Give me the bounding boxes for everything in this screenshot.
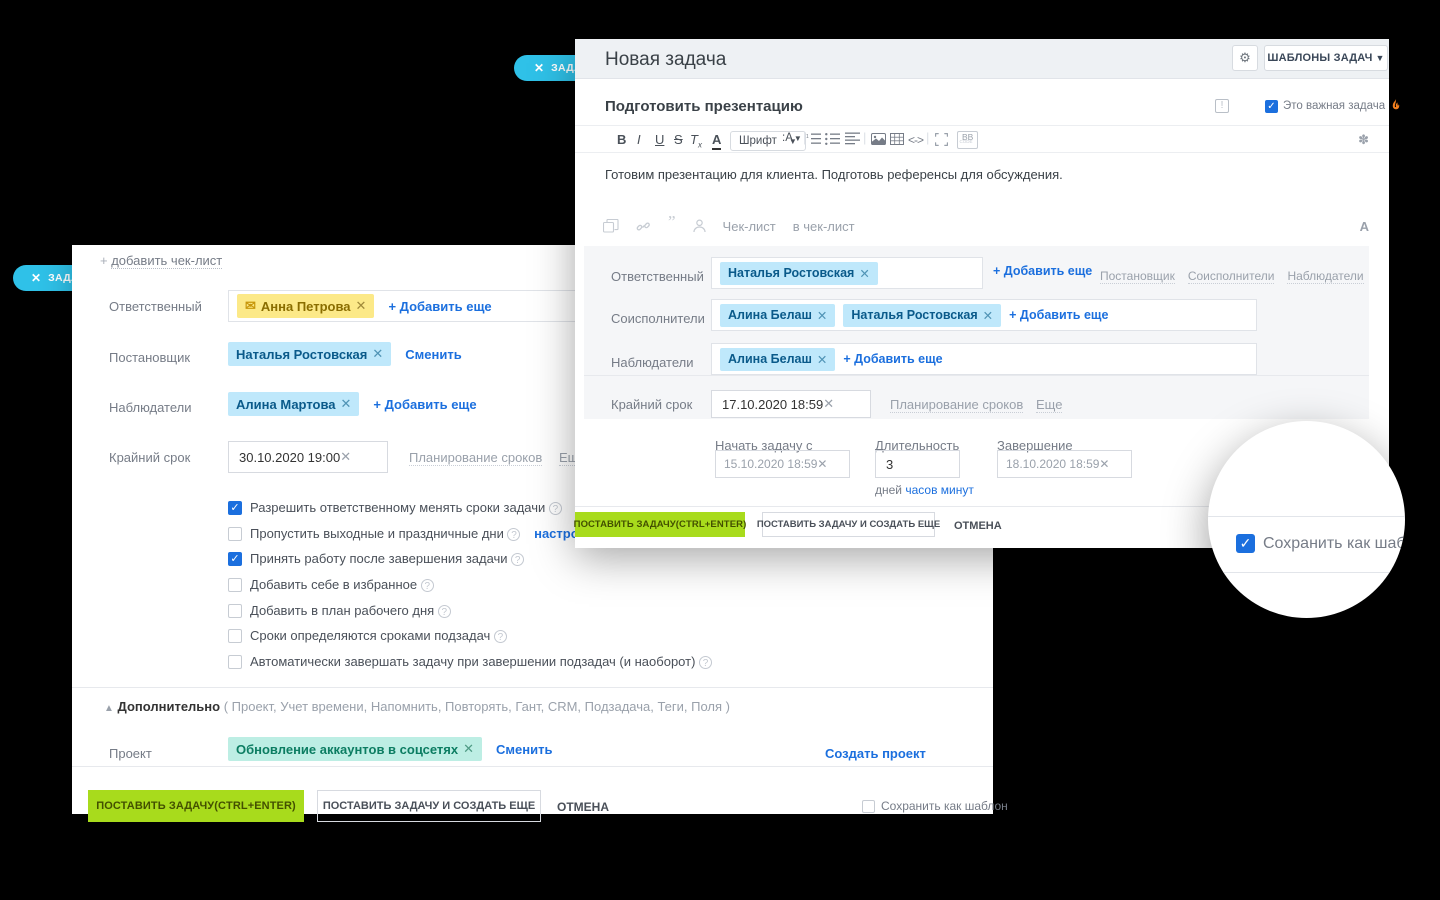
svg-text:1: 1 — [806, 134, 809, 140]
